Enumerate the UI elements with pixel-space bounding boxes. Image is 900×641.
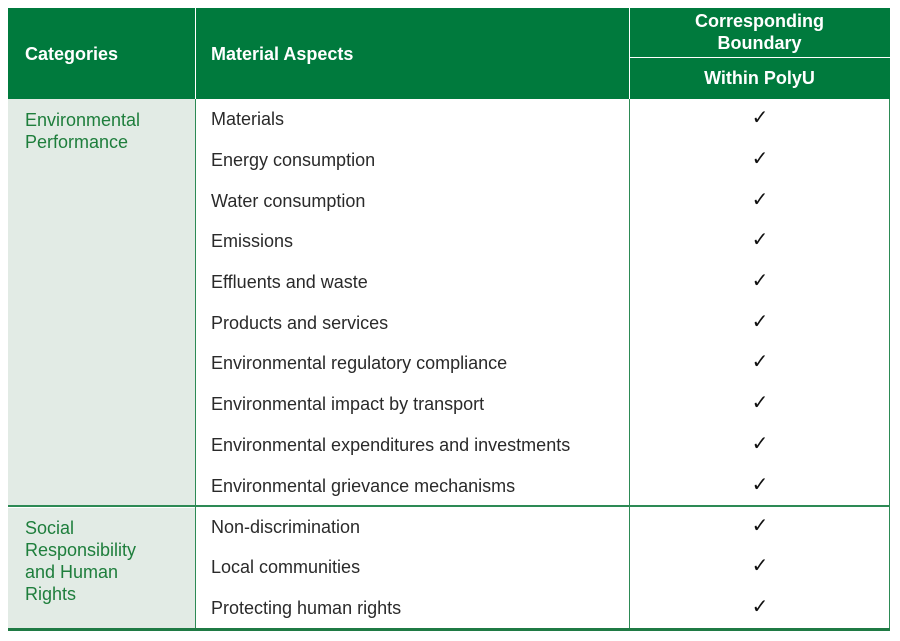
aspect-cell: Environmental expenditures and investmen… bbox=[211, 435, 571, 455]
header-divider bbox=[195, 8, 196, 99]
aspect-cell: Energy consumption bbox=[211, 150, 376, 170]
checkmark-icon: ✓ bbox=[751, 431, 769, 455]
checkmark-icon: ✓ bbox=[751, 513, 769, 537]
header-subdivider bbox=[629, 57, 890, 58]
aspect-cell: Non-discrimination bbox=[211, 517, 361, 537]
header-within-polyu: Within PolyU bbox=[704, 68, 815, 88]
header-boundary-line1: Corresponding bbox=[695, 11, 824, 31]
category-label: Performance bbox=[25, 132, 129, 152]
checkmark-icon: ✓ bbox=[751, 268, 769, 292]
checkmark-icon: ✓ bbox=[751, 227, 769, 251]
column-divider bbox=[629, 99, 630, 629]
aspect-cell: Protecting human rights bbox=[211, 598, 402, 618]
column-divider bbox=[195, 99, 196, 629]
checkmark-icon: ✓ bbox=[751, 146, 769, 170]
category-label: Environmental bbox=[25, 110, 141, 130]
table-bottom-rule bbox=[8, 628, 890, 631]
category-cell-environmental bbox=[8, 99, 195, 506]
aspect-cell: Local communities bbox=[211, 557, 361, 577]
checkmark-icon: ✓ bbox=[751, 105, 769, 129]
aspect-cell: Materials bbox=[211, 109, 285, 129]
header-categories: Categories bbox=[25, 44, 119, 64]
aspect-cell: Environmental impact by transport bbox=[211, 394, 485, 414]
checkmark-icon: ✓ bbox=[751, 594, 769, 618]
category-label: and Human bbox=[25, 562, 119, 582]
aspect-cell: Environmental regulatory compliance bbox=[211, 353, 508, 373]
checkmark-icon: ✓ bbox=[751, 187, 769, 211]
header-material-aspects: Material Aspects bbox=[211, 44, 354, 64]
material-aspects-table: Categories Material Aspects Correspondin… bbox=[8, 8, 890, 632]
checkmark-icon: ✓ bbox=[751, 349, 769, 373]
header-divider bbox=[629, 8, 630, 99]
category-label: Social bbox=[25, 518, 75, 538]
category-label: Rights bbox=[25, 584, 77, 604]
checkmark-icon: ✓ bbox=[751, 472, 769, 496]
checkmark-icon: ✓ bbox=[751, 390, 769, 414]
aspect-cell: Water consumption bbox=[211, 191, 366, 211]
group-separator bbox=[8, 505, 890, 507]
table-edge bbox=[889, 99, 890, 629]
aspect-cell: Effluents and waste bbox=[211, 272, 368, 292]
aspect-cell: Products and services bbox=[211, 313, 389, 333]
category-label: Responsibility bbox=[25, 540, 137, 560]
table-header bbox=[8, 8, 890, 99]
category-cell-social bbox=[8, 508, 195, 629]
header-boundary-line2: Boundary bbox=[717, 33, 802, 53]
aspect-cell: Emissions bbox=[211, 231, 294, 251]
aspect-cell: Environmental grievance mechanisms bbox=[211, 476, 516, 496]
checkmark-icon: ✓ bbox=[751, 553, 769, 577]
checkmark-icon: ✓ bbox=[751, 309, 769, 333]
